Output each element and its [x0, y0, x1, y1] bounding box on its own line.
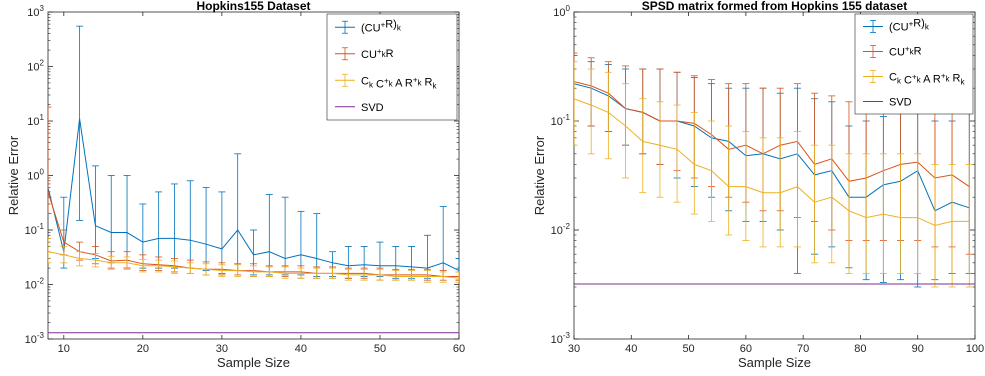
y-tick-label: 10-1: [551, 113, 571, 128]
x-axis-label: Sample Size: [738, 355, 811, 370]
series-line: [48, 118, 459, 272]
y-tick-label: 102: [27, 59, 44, 74]
x-tick-label: 80: [854, 343, 866, 355]
x-tick-label: 100: [966, 343, 984, 355]
series-2: [574, 61, 973, 288]
chart-hopkins155: Hopkins155 Dataset 10 20 30 40 50 60 10-3 10-2 10…: [6, 0, 465, 370]
chart-spsd-matrix: SPSD matrix formed from Hopkins 155 data…: [532, 0, 984, 370]
y-tick-label: 100: [553, 4, 570, 19]
x-tick-label: 50: [682, 343, 694, 355]
series-group: [574, 52, 975, 288]
legend-label: Ck C+k A R+k Rk: [889, 72, 965, 87]
x-tick-label: 90: [912, 343, 924, 355]
legend: (CU+R)k CU+kR Ck C+k A R+k Rk SVD: [326, 13, 458, 121]
legend-label: CU+kR: [361, 47, 394, 61]
y-tick-label: 103: [27, 4, 44, 19]
y-tick-label: 10-2: [25, 277, 45, 292]
y-axis-label: Relative Error: [532, 135, 547, 215]
legend-box: [854, 13, 974, 115]
series-2: [48, 238, 459, 283]
legend-label: (CU+R)k: [889, 18, 930, 34]
series-line: [48, 251, 459, 279]
x-tick-label: 30: [216, 343, 228, 355]
legend-label: SVD: [889, 97, 912, 109]
x-tick-label: 40: [295, 343, 307, 355]
y-tick-label: 10-1: [25, 222, 45, 237]
legend-label: Ck C+k A R+k Rk: [361, 75, 437, 90]
x-tick-label: 60: [453, 343, 465, 355]
legend: (CU+R)k CU+kR Ck C+k A R+k Rk SVD: [854, 13, 974, 115]
series-line: [574, 81, 970, 188]
x-tick-label: 60: [740, 343, 752, 355]
x-tick-label: 10: [58, 343, 70, 355]
chart-title: SPSD matrix formed from Hopkins 155 data…: [642, 0, 907, 13]
x-axis-label: Sample Size: [217, 355, 290, 370]
legend-box: [326, 13, 458, 121]
x-tick-label: 70: [797, 343, 809, 355]
y-tick-label: 100: [27, 168, 44, 183]
series-line: [574, 98, 970, 227]
chart-title: Hopkins155 Dataset: [196, 0, 310, 13]
series-group: [48, 25, 459, 334]
y-axis-label: Relative Error: [6, 135, 21, 215]
legend-label: CU+kR: [889, 45, 922, 59]
x-tick-label: 50: [374, 343, 386, 355]
x-tick-label: 20: [137, 343, 149, 355]
y-tick-label: 10-3: [25, 331, 45, 346]
legend-label: (CU+R)k: [361, 18, 402, 34]
x-tick-label: 30: [568, 343, 580, 355]
y-tick-label: 10-3: [551, 331, 571, 346]
y-tick-label: 10-2: [551, 222, 571, 237]
legend-label: SVD: [361, 102, 384, 114]
x-tick-label: 40: [625, 343, 637, 355]
y-tick-label: 101: [27, 113, 44, 128]
